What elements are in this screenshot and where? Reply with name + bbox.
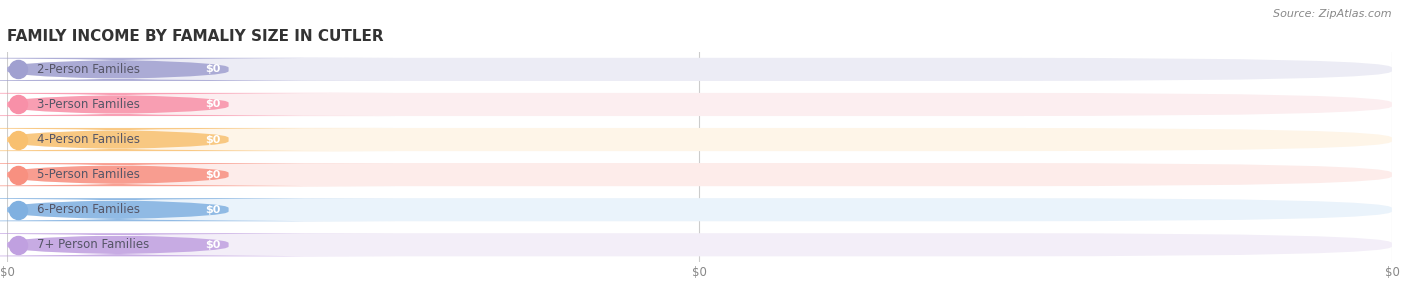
Text: $0: $0 [205, 205, 221, 215]
Text: $0: $0 [205, 135, 221, 145]
FancyBboxPatch shape [7, 163, 1392, 186]
FancyBboxPatch shape [0, 233, 395, 256]
Text: 3-Person Families: 3-Person Families [38, 98, 141, 111]
FancyBboxPatch shape [7, 58, 1392, 81]
FancyBboxPatch shape [0, 128, 395, 151]
Text: $0: $0 [205, 170, 221, 180]
FancyBboxPatch shape [7, 128, 1392, 151]
FancyBboxPatch shape [0, 198, 395, 221]
Text: 7+ Person Families: 7+ Person Families [38, 238, 150, 251]
FancyBboxPatch shape [0, 163, 395, 186]
Text: 2-Person Families: 2-Person Families [38, 63, 141, 76]
Text: $0: $0 [205, 99, 221, 109]
Text: FAMILY INCOME BY FAMALIY SIZE IN CUTLER: FAMILY INCOME BY FAMALIY SIZE IN CUTLER [7, 29, 384, 44]
Text: Source: ZipAtlas.com: Source: ZipAtlas.com [1274, 9, 1392, 19]
Text: $0: $0 [205, 240, 221, 250]
Text: $0: $0 [205, 64, 221, 74]
FancyBboxPatch shape [0, 93, 395, 116]
FancyBboxPatch shape [7, 233, 1392, 256]
Text: 6-Person Families: 6-Person Families [38, 203, 141, 216]
Text: 5-Person Families: 5-Person Families [38, 168, 141, 181]
FancyBboxPatch shape [0, 58, 395, 81]
FancyBboxPatch shape [7, 198, 1392, 221]
FancyBboxPatch shape [7, 93, 1392, 116]
Text: 4-Person Families: 4-Person Families [38, 133, 141, 146]
